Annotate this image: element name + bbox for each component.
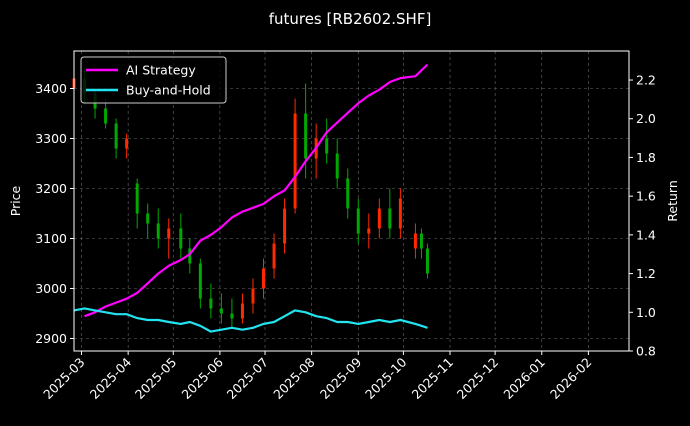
candle-body bbox=[304, 113, 308, 159]
candle-body bbox=[230, 313, 234, 319]
candle-layer bbox=[72, 68, 429, 329]
y-axis-label-right: Return bbox=[665, 180, 680, 221]
candle-body bbox=[251, 288, 255, 304]
candle-body bbox=[335, 153, 339, 179]
candle-body bbox=[167, 228, 171, 239]
y-tick-label-left: 3100 bbox=[35, 231, 67, 246]
candle-body bbox=[179, 228, 183, 249]
legend-box bbox=[80, 56, 227, 104]
candle-body bbox=[104, 108, 108, 124]
candle-body bbox=[413, 233, 417, 249]
x-tick-label: 2025-05 bbox=[132, 355, 180, 403]
x-tick-label: 2026-02 bbox=[547, 355, 595, 403]
x-tick-label: 2025-06 bbox=[178, 354, 226, 402]
y-tick-label-right: 1.0 bbox=[636, 305, 656, 320]
candle-body bbox=[356, 208, 360, 234]
candle-body bbox=[346, 178, 350, 209]
candle-body bbox=[219, 308, 223, 314]
candle-body bbox=[325, 138, 329, 154]
y-tick-label-left: 3200 bbox=[35, 181, 67, 196]
legend-label-buy-and-hold: Buy-and-Hold bbox=[126, 83, 211, 98]
x-tick-label: 2025-08 bbox=[270, 354, 318, 402]
y-tick-label-left: 3000 bbox=[35, 281, 67, 296]
y-tick-label-right: 2.2 bbox=[636, 73, 656, 88]
x-tick-label: 2025-11 bbox=[409, 355, 457, 403]
candle-body bbox=[114, 123, 118, 149]
series-line-ai-strategy bbox=[84, 63, 429, 318]
x-tick-label: 2025-03 bbox=[40, 355, 88, 403]
y-tick-label-right: 1.4 bbox=[636, 227, 656, 242]
candle-body bbox=[146, 213, 150, 224]
candle-body bbox=[293, 113, 297, 209]
y-tick-label-left: 3400 bbox=[35, 81, 67, 96]
y-axis-label-left: Price bbox=[8, 185, 23, 216]
x-tick-label: 2026-01 bbox=[500, 355, 548, 403]
candle-body bbox=[188, 248, 192, 264]
y-tick-label-right: 2.0 bbox=[636, 111, 656, 126]
y-tick-label-left: 2900 bbox=[35, 331, 67, 346]
candle-body bbox=[377, 208, 381, 229]
candle-body bbox=[240, 303, 244, 319]
candle-body bbox=[388, 208, 392, 229]
candle-body bbox=[156, 223, 160, 239]
candle-body bbox=[198, 263, 202, 299]
series-layer bbox=[73, 63, 429, 333]
y-tick-label-right: 1.2 bbox=[636, 266, 656, 281]
candle-body bbox=[283, 208, 287, 244]
x-tick-label: 2025-09 bbox=[317, 354, 365, 402]
candle-body bbox=[272, 243, 276, 269]
y-tick-label-right: 1.8 bbox=[636, 150, 656, 165]
x-tick-label: 2025-07 bbox=[224, 355, 272, 403]
candle-body bbox=[367, 228, 371, 234]
candle-body bbox=[398, 198, 402, 229]
x-tick-label: 2025-12 bbox=[454, 355, 502, 403]
candle-body bbox=[125, 138, 129, 149]
candle-body bbox=[425, 248, 429, 274]
x-tick-label: 2025-10 bbox=[362, 354, 410, 402]
plot-frame bbox=[73, 50, 630, 352]
x-tick-label: 2025-04 bbox=[87, 354, 135, 402]
chart-title: futures [RB2602.SHF] bbox=[269, 10, 432, 28]
y-tick-label-right: 1.6 bbox=[636, 189, 656, 204]
y-tick-label-left: 3300 bbox=[35, 131, 67, 146]
candle-body bbox=[262, 268, 266, 289]
candle-body bbox=[209, 298, 213, 309]
candle-body bbox=[419, 233, 423, 249]
legend-label-ai-strategy: AI Strategy bbox=[126, 63, 196, 78]
legend: AI Strategy Buy-and-Hold bbox=[80, 56, 227, 104]
y-tick-label-right: 0.8 bbox=[636, 344, 656, 359]
candle-body bbox=[135, 183, 139, 214]
series-line-buy-and-hold bbox=[73, 307, 428, 333]
